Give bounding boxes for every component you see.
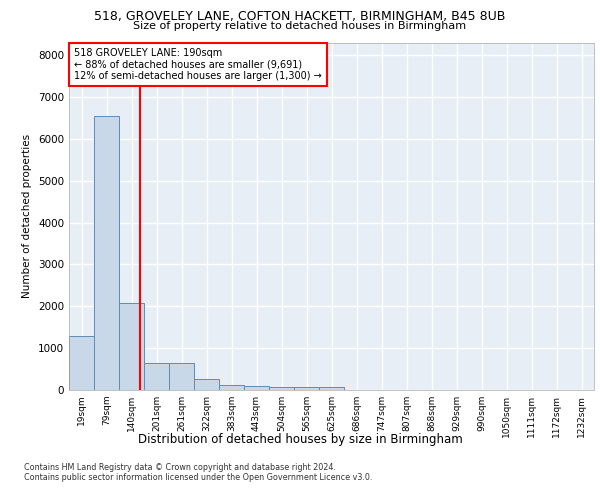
Text: Contains public sector information licensed under the Open Government Licence v3: Contains public sector information licen… <box>24 472 373 482</box>
Text: Contains HM Land Registry data © Crown copyright and database right 2024.: Contains HM Land Registry data © Crown c… <box>24 462 336 471</box>
Bar <box>194 379 219 390</box>
Text: 518, GROVELEY LANE, COFTON HACKETT, BIRMINGHAM, B45 8UB: 518, GROVELEY LANE, COFTON HACKETT, BIRM… <box>94 10 506 23</box>
Text: Size of property relative to detached houses in Birmingham: Size of property relative to detached ho… <box>133 21 467 31</box>
Text: Distribution of detached houses by size in Birmingham: Distribution of detached houses by size … <box>137 432 463 446</box>
Bar <box>244 386 269 390</box>
Bar <box>169 363 194 390</box>
Bar <box>94 116 119 390</box>
Bar <box>119 304 144 390</box>
Bar <box>294 388 319 390</box>
Bar <box>144 363 169 390</box>
Bar <box>319 388 344 390</box>
Text: 518 GROVELEY LANE: 190sqm
← 88% of detached houses are smaller (9,691)
12% of se: 518 GROVELEY LANE: 190sqm ← 88% of detac… <box>74 48 322 81</box>
Bar <box>269 388 294 390</box>
Y-axis label: Number of detached properties: Number of detached properties <box>22 134 32 298</box>
Bar <box>69 336 94 390</box>
Bar <box>219 384 244 390</box>
